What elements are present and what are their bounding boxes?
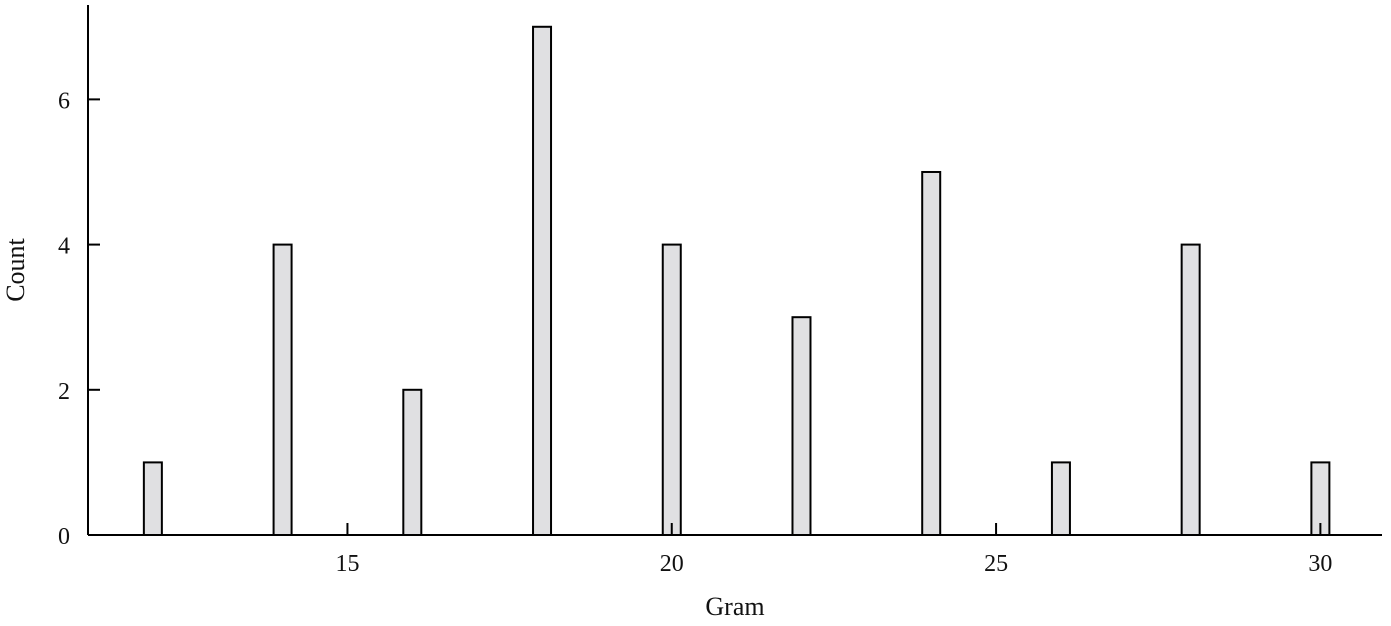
bar-28	[1180, 243, 1201, 536]
y-ticks-group: 0 2 4 6	[58, 88, 100, 550]
y-tick-label-6: 6	[58, 88, 70, 114]
bar-12	[142, 461, 163, 536]
x-tick-label-15: 15	[335, 551, 359, 577]
y-axis-title: Count	[1, 237, 30, 301]
x-ticks-group: 15 20 25 30	[335, 523, 1332, 577]
bar-14	[272, 243, 293, 536]
bars-group	[142, 25, 1331, 536]
x-tick-label-20: 20	[660, 551, 684, 577]
bar-22	[791, 316, 812, 536]
y-tick-label-2: 2	[58, 379, 70, 405]
x-tick-label-25: 25	[984, 551, 1008, 577]
x-tick-label-30: 30	[1308, 551, 1332, 577]
bar-18	[532, 25, 553, 536]
y-tick-label-0: 0	[58, 524, 70, 550]
x-axis-title: Gram	[705, 592, 764, 621]
y-tick-label-4: 4	[58, 234, 70, 260]
axes-group	[87, 5, 1382, 536]
bar-24	[921, 170, 942, 536]
bar-16	[402, 388, 423, 536]
bar-26	[1050, 461, 1071, 536]
bar-20	[661, 243, 682, 536]
